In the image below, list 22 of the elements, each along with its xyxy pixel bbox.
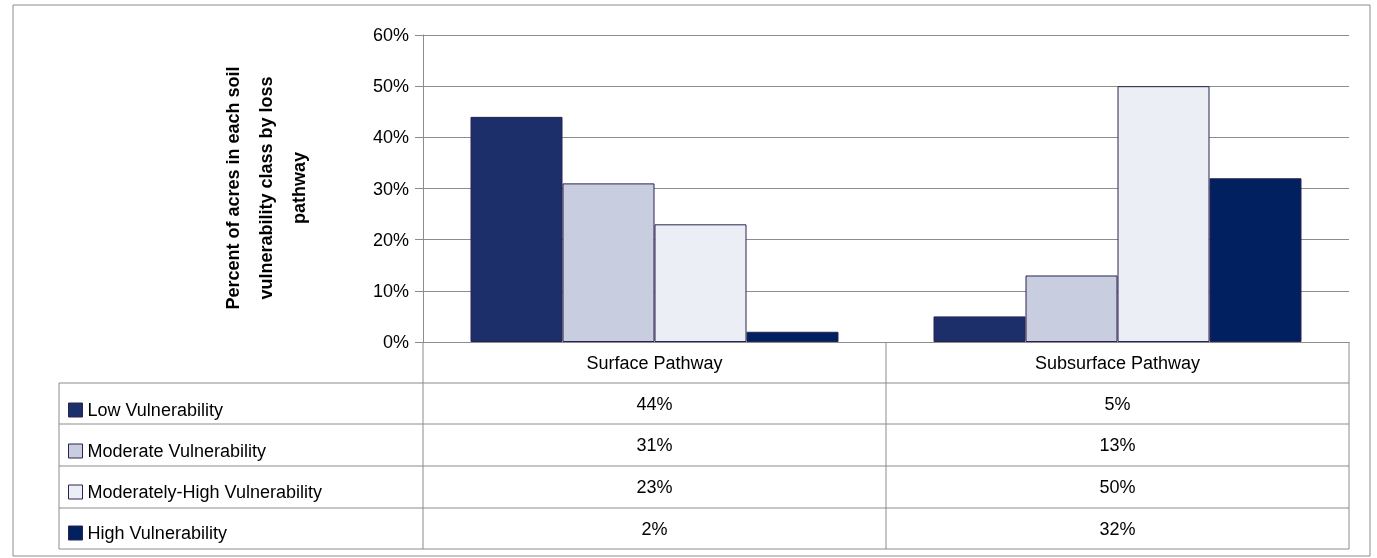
data-label: 13% bbox=[1099, 435, 1136, 455]
data-label: 31% bbox=[636, 435, 673, 455]
y-tick-label: 10% bbox=[372, 280, 409, 301]
y-tick-label: 40% bbox=[372, 127, 409, 148]
legend-label: Moderately-High Vulnerability bbox=[87, 482, 322, 502]
data-label: 5% bbox=[1104, 393, 1131, 414]
x-tick-label: Subsurface Pathway bbox=[1034, 353, 1201, 373]
data-label: 50% bbox=[1099, 477, 1136, 497]
legend-label: Low Vulnerability bbox=[87, 400, 223, 420]
y-tick-label: 50% bbox=[372, 76, 409, 97]
y-tick-label: 20% bbox=[372, 229, 409, 250]
y-tick-label: 60% bbox=[372, 25, 409, 45]
data-label: 23% bbox=[636, 477, 673, 497]
y-tick-label: 30% bbox=[372, 178, 409, 199]
legend-label: Moderate Vulnerability bbox=[87, 441, 266, 461]
data-label: 44% bbox=[636, 393, 673, 414]
legend-label: High Vulnerability bbox=[87, 523, 227, 543]
data-label: 32% bbox=[1099, 518, 1136, 539]
y-axis-title: Percent of acres in each soil vulnerability class by loss pathway bbox=[223, 66, 309, 310]
y-tick-label: 0% bbox=[382, 332, 409, 352]
x-tick-label: Surface Pathway bbox=[586, 353, 723, 373]
data-label: 2% bbox=[641, 518, 668, 539]
